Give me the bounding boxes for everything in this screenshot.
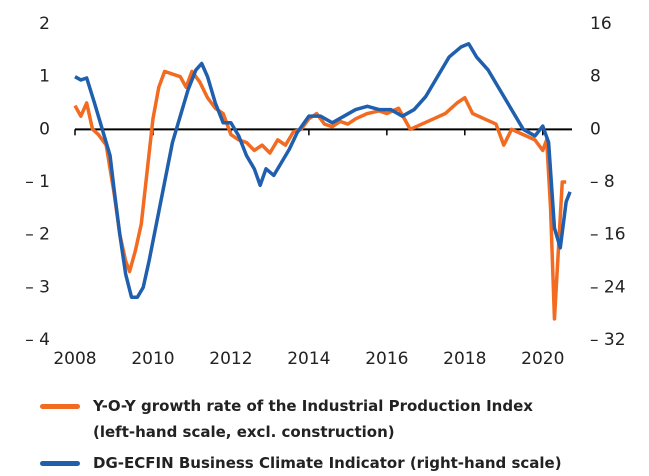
y2-tick-label: 0 — [590, 119, 601, 139]
legend-label: DG-ECFIN Business Climate Indicator (rig… — [93, 454, 562, 472]
x-tick-label: 2014 — [287, 349, 330, 369]
y-tick-label: – 4 — [25, 330, 50, 350]
y-tick-label: – 1 — [25, 172, 50, 192]
x-tick-label: 2008 — [53, 349, 96, 369]
y2-tick-label: 8 — [590, 67, 601, 87]
legend-swatch — [40, 404, 80, 409]
legend-swatch — [40, 461, 80, 466]
y2-tick-label: – 16 — [590, 225, 626, 245]
y2-tick-label: – 32 — [590, 330, 626, 350]
x-tick-label: 2020 — [521, 349, 564, 369]
y2-tick-label: – 8 — [590, 172, 615, 192]
y-tick-label: – 3 — [25, 277, 50, 297]
x-tick-label: 2012 — [209, 349, 252, 369]
y-tick-label: 0 — [39, 119, 50, 139]
y-tick-label: 1 — [39, 67, 50, 87]
x-tick-label: 2016 — [365, 349, 408, 369]
series-line — [73, 69, 567, 321]
x-tick-label: 2010 — [131, 349, 174, 369]
legend-label: Y-O-Y growth rate of the Industrial Prod… — [93, 397, 533, 441]
y2-tick-label: 16 — [590, 14, 612, 34]
x-tick-label: 2018 — [443, 349, 486, 369]
y-tick-label: – 2 — [25, 225, 50, 245]
y2-tick-label: – 24 — [590, 277, 626, 297]
series-line — [74, 42, 572, 299]
y-tick-label: 2 — [39, 14, 50, 34]
chart: – 4 – 3 – 2 – 1 0 1 2 – 32 – 24 – 16 – 8 0 8 16 2008 20… — [25, 14, 626, 369]
